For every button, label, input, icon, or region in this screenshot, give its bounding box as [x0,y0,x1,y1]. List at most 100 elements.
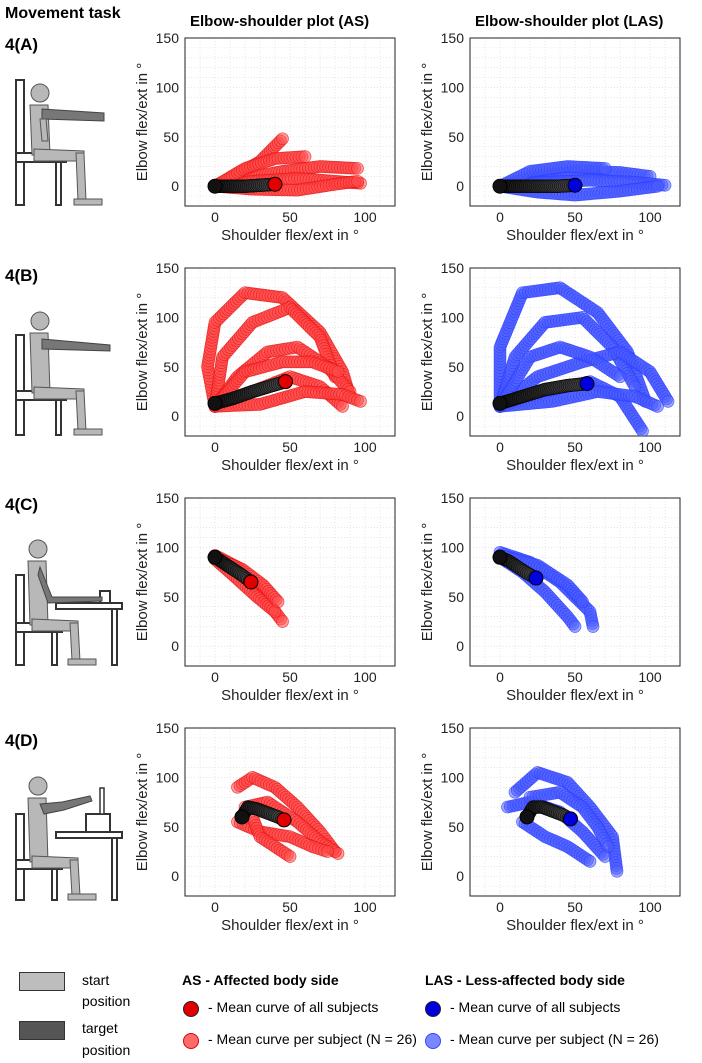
x-tick-label: 100 [638,669,662,685]
grand-mean-start-point [519,809,535,825]
subject-curve-point [298,150,312,163]
y-axis-label: Elbow flex/ext in ° [134,523,151,642]
grand-mean-target-point [567,177,583,193]
y-tick-label: 150 [441,260,465,276]
subject-curve-point [651,179,664,193]
y-tick-label: 150 [156,490,180,506]
subject-curve-point [351,162,364,175]
y-tick-label: 0 [171,408,179,424]
y-tick-label: 0 [171,178,179,194]
y-tick-label: 50 [163,819,179,835]
x-tick-label: 0 [496,669,504,685]
y-tick-label: 100 [441,79,465,95]
y-tick-label: 100 [441,769,465,785]
plot-frame [184,497,396,667]
subject-curve-point [601,840,615,853]
x-tick-label: 100 [353,899,377,915]
grand-mean-target-point [276,812,292,828]
y-tick-label: 100 [441,539,465,555]
x-tick-label: 50 [567,899,583,915]
row-label-b: 4(B) [5,266,39,285]
y-tick-label: 100 [156,769,180,785]
grand-mean-start-point [492,395,508,411]
x-axis-label: Shoulder flex/ext in ° [221,227,359,244]
subject-curve-point [276,132,289,146]
subject-curve-point [331,847,345,860]
x-tick-label: 100 [638,899,662,915]
x-tick-label: 0 [496,899,504,915]
plot-panel-d-las: 0 50 100 0 50 100 150 Shoulder flex/ext in ° Elb… [419,720,681,934]
figure-illustration-c [15,539,123,666]
series-group [201,286,367,413]
y-tick-label: 100 [156,539,180,555]
row-label-c: 4(C) [5,495,39,514]
y-tick-label: 150 [156,720,180,736]
target-position-label-line1: target [82,1020,118,1036]
las-mean-all-label: - Mean curve of all subjects [450,999,621,1015]
plot-panel-a-las: 0 50 100 0 50 100 150 Shoulder flex/ext in ° Elb… [419,30,681,244]
x-tick-label: 100 [353,669,377,685]
x-tick-label: 50 [567,439,583,455]
plot-panel-b-las: 0 50 100 0 50 100 150 Shoulder flex/ext in ° Elb… [419,260,681,474]
plot-panel-d-as: 0 50 100 0 50 100 150 Shoulder flex/ext in ° Elb… [134,720,396,934]
grand-mean-start-point [234,809,250,825]
y-axis-label: Elbow flex/ext in ° [419,63,436,182]
series-group [492,160,672,202]
plot-frame [469,267,681,437]
y-tick-label: 150 [156,260,180,276]
grand-mean-target-point [243,574,259,590]
plot-frame [184,37,396,207]
plot-panel-a-as: 0 50 100 0 50 100 150 Shoulder flex/ext in ° Elb… [134,30,396,244]
legend-as-title: AS - Affected body side [182,972,339,988]
y-axis-label: Elbow flex/ext in ° [419,293,436,412]
row-label-a: 4(A) [5,35,39,54]
x-tick-label: 50 [567,209,583,225]
plot-frame [469,727,681,897]
series-group [492,281,675,436]
grand-mean-target-point [579,376,595,392]
x-axis-label: Shoulder flex/ext in ° [506,457,644,474]
subject-curve-point [613,370,627,384]
x-tick-label: 0 [211,439,219,455]
subject-curve-point [661,395,675,408]
y-tick-label: 50 [448,359,464,375]
x-tick-label: 0 [211,899,219,915]
subject-curve-point [651,400,664,413]
grand-mean-start-point [207,178,223,194]
grand-mean-start-point [207,549,223,565]
y-tick-label: 100 [156,309,180,325]
subject-curve-point [583,855,597,868]
y-axis-label: Elbow flex/ext in ° [419,753,436,872]
y-tick-label: 150 [441,30,465,46]
x-tick-label: 0 [496,439,504,455]
start-position-swatch [19,972,65,991]
y-tick-label: 0 [456,868,464,884]
start-position-label-line1: start [82,972,110,988]
x-tick-label: 100 [638,439,662,455]
series-group [207,548,289,628]
grand-mean-start-point [492,549,508,565]
plot-panel-c-as: 0 50 100 0 50 100 150 Shoulder flex/ext in ° Elb… [134,490,396,704]
subject-curve-point [586,620,600,633]
series-group [231,771,345,863]
series-group [207,132,367,197]
plot-panel-c-las: 0 50 100 0 50 100 150 Shoulder flex/ext in ° Elb… [419,490,681,704]
subject-curve-point [354,395,367,408]
las-mean-per-marker [425,1033,441,1049]
figure-illustration-b [15,311,111,436]
x-tick-label: 50 [282,899,298,915]
x-tick-label: 0 [211,209,219,225]
series-group [501,766,624,878]
subject-curve-point [351,174,364,188]
target-position-label-line2: position [82,1042,131,1058]
subject-curve-point [331,365,345,379]
y-tick-label: 50 [448,819,464,835]
y-tick-label: 100 [441,309,465,325]
x-tick-label: 0 [211,669,219,685]
figure-illustration-a [15,79,105,206]
grand-mean-target-point [563,811,578,827]
plot-panel-b-as: 0 50 100 0 50 100 150 Shoulder flex/ext in ° Elb… [134,260,396,474]
x-tick-label: 100 [353,439,377,455]
y-tick-label: 50 [448,589,464,605]
x-tick-label: 50 [282,439,298,455]
